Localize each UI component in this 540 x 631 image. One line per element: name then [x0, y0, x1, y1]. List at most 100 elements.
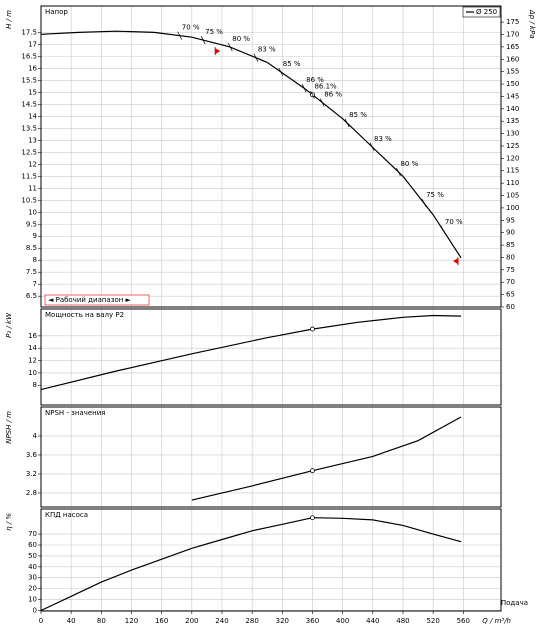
y-tick-label: 60 — [28, 541, 37, 549]
y2-tick-label: 80 — [506, 253, 515, 261]
y2-tick-label: 110 — [506, 179, 519, 187]
y2-tick-label: 140 — [506, 105, 519, 113]
duty-point — [310, 326, 315, 332]
y-tick-label: 30 — [28, 574, 37, 582]
y2-tick-label: 150 — [506, 80, 519, 88]
x-tick-label: 520 — [426, 617, 439, 625]
panel-title: Напор — [45, 8, 68, 16]
y-tick-label: 2.8 — [26, 489, 37, 497]
y-tick-label: 8.5 — [26, 244, 37, 252]
y-tick-label: 15 — [28, 88, 37, 96]
duty-point — [310, 468, 315, 474]
efficiency-label: 85 % — [349, 111, 367, 119]
y2-tick-label: 85 — [506, 241, 515, 249]
y-tick-label: 0 — [33, 606, 37, 614]
x-tick-label: 400 — [336, 617, 349, 625]
efficiency-tick — [227, 42, 233, 52]
x-tick-label: 280 — [245, 617, 258, 625]
y-tick-label: 11.5 — [21, 172, 37, 180]
plot-frame — [40, 406, 502, 508]
y2-tick-label: 65 — [506, 291, 515, 299]
y-tick-label: 14 — [28, 112, 37, 120]
y-tick-label: 15.5 — [21, 76, 37, 84]
efficiency-tick — [396, 167, 401, 177]
duty-point — [310, 515, 315, 521]
y2-axis-label: Δp / kPa — [528, 9, 536, 39]
efficiency-label: 75 % — [426, 191, 444, 199]
y2-tick-label: 170 — [506, 30, 519, 38]
y-tick-label: 12.5 — [21, 148, 37, 156]
efficiency-label: 75 % — [205, 28, 223, 36]
efficiency-tick — [253, 53, 259, 62]
y-tick-label: 7.5 — [26, 268, 37, 276]
range-label: ◄ Рабочий диапазон ► — [48, 296, 132, 304]
y-tick-label: 17.5 — [21, 28, 37, 36]
y2-tick-label: 165 — [506, 43, 519, 51]
x-tick-label: 120 — [125, 617, 138, 625]
plot-frame — [40, 5, 502, 308]
y-tick-label: 50 — [28, 552, 37, 560]
y-tick-label: 40 — [28, 563, 37, 571]
y-tick-label: 8 — [33, 256, 37, 264]
y-tick-label: 4 — [33, 432, 38, 440]
range-marker — [215, 48, 221, 55]
efficiency-tick — [200, 35, 206, 45]
y2-tick-label: 120 — [506, 154, 519, 162]
y-tick-label: 16.5 — [21, 52, 37, 60]
efficiency-tick — [301, 84, 307, 93]
y-tick-label: 14.5 — [21, 100, 37, 108]
y-tick-label: 14 — [28, 344, 37, 352]
x-tick-label: 160 — [155, 617, 168, 625]
y2-tick-label: 75 — [506, 266, 515, 274]
x-tick-label: 560 — [457, 617, 470, 625]
y2-tick-label: 90 — [506, 229, 515, 237]
y-tick-label: 17 — [28, 40, 37, 48]
efficiency-label: 86 % — [324, 91, 342, 99]
x-axis-label: Q / m³/h — [482, 617, 511, 625]
panel-title: NPSH - значения — [45, 409, 106, 417]
y-tick-label: 20 — [28, 585, 37, 593]
efficiency-label: 86.1% — [314, 83, 337, 91]
x-tick-label: 320 — [276, 617, 289, 625]
y-tick-label: 12 — [28, 160, 37, 168]
y-tick-label: 3.6 — [26, 451, 38, 459]
y-tick-label: 8 — [33, 381, 37, 389]
efficiency-label: 80 % — [400, 160, 418, 168]
x-tick-label: 360 — [306, 617, 319, 625]
x-tick-label: 40 — [67, 617, 76, 625]
y-tick-label: 10.5 — [21, 196, 37, 204]
panel-title: Мощность на валу P2 — [45, 311, 124, 319]
y2-tick-label: 105 — [506, 192, 519, 200]
y-tick-label: 7 — [33, 280, 37, 288]
y-tick-label: 16 — [28, 64, 37, 72]
efficiency-label: 70 % — [182, 24, 200, 32]
y-tick-label: 10 — [28, 369, 37, 377]
y-tick-label: 6.5 — [26, 292, 37, 300]
x-tick-label: 440 — [366, 617, 379, 625]
y-tick-label: 10 — [28, 596, 37, 604]
y-tick-label: 10 — [28, 208, 37, 216]
y-tick-label: 70 — [28, 530, 37, 538]
efficiency-label: 85 % — [283, 60, 301, 68]
x-tick-label: 240 — [215, 617, 228, 625]
efficiency-tick — [319, 98, 325, 107]
efficiency-tick — [278, 67, 284, 77]
curve — [40, 517, 462, 612]
efficiency-label: 70 % — [445, 218, 463, 226]
range-marker — [453, 258, 459, 265]
y-tick-label: 13.5 — [21, 124, 37, 132]
y2-tick-label: 155 — [506, 68, 519, 76]
efficiency-tick — [421, 198, 427, 208]
x-axis-title: Подача — [501, 599, 528, 607]
legend-box — [462, 6, 501, 18]
x-tick-label: 200 — [185, 617, 198, 625]
y2-tick-label: 60 — [506, 303, 515, 311]
y-axis-label: P₂ / kW — [5, 312, 13, 338]
efficiency-tick — [177, 31, 183, 40]
legend-label: Ø 250 — [476, 8, 497, 16]
y-axis-label: η / % — [5, 513, 13, 531]
efficiency-tick — [369, 142, 375, 151]
x-tick-label: 0 — [39, 617, 43, 625]
y-axis-label: H / m — [5, 10, 13, 29]
